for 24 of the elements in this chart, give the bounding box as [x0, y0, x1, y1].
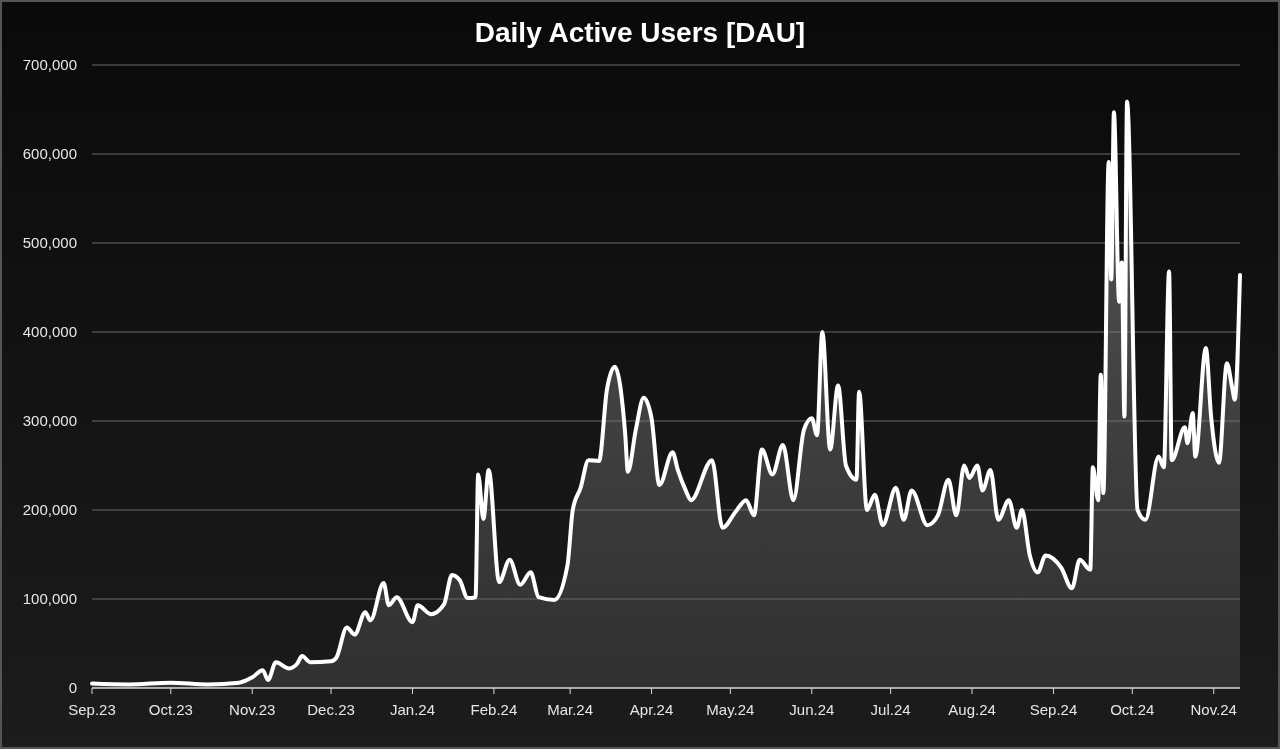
y-tick-label: 700,000 — [22, 56, 77, 73]
x-tick-label: Jun.24 — [789, 701, 835, 718]
y-tick-label: 500,000 — [22, 234, 77, 251]
x-tick-label: Sep.23 — [68, 701, 116, 718]
x-tick-label: Jul.24 — [870, 701, 911, 718]
x-tick-label: Nov.24 — [1190, 701, 1237, 718]
x-tick-label: Sep.24 — [1029, 701, 1078, 718]
y-tick-label: 100,000 — [22, 590, 77, 607]
y-tick-label: 0 — [68, 679, 77, 696]
y-tick-label: 300,000 — [22, 412, 77, 429]
x-tick-label: May.24 — [706, 701, 755, 718]
x-tick-label: Apr.24 — [629, 701, 674, 718]
x-tick-label: Oct.24 — [1110, 701, 1155, 718]
y-tick-label: 200,000 — [22, 501, 77, 518]
y-tick-label: 400,000 — [22, 323, 77, 340]
y-tick-label: 600,000 — [22, 145, 77, 162]
x-tick-label: Jan.24 — [389, 701, 436, 718]
x-tick-label: Mar.24 — [547, 701, 594, 718]
x-tick-label: Feb.24 — [470, 701, 518, 718]
x-tick-label: Aug.24 — [948, 701, 996, 718]
x-tick-label: Dec.23 — [307, 701, 355, 718]
chart-title: Daily Active Users [DAU] — [474, 17, 806, 48]
x-tick-label: Oct.23 — [148, 701, 193, 718]
x-tick-label: Nov.23 — [229, 701, 276, 718]
